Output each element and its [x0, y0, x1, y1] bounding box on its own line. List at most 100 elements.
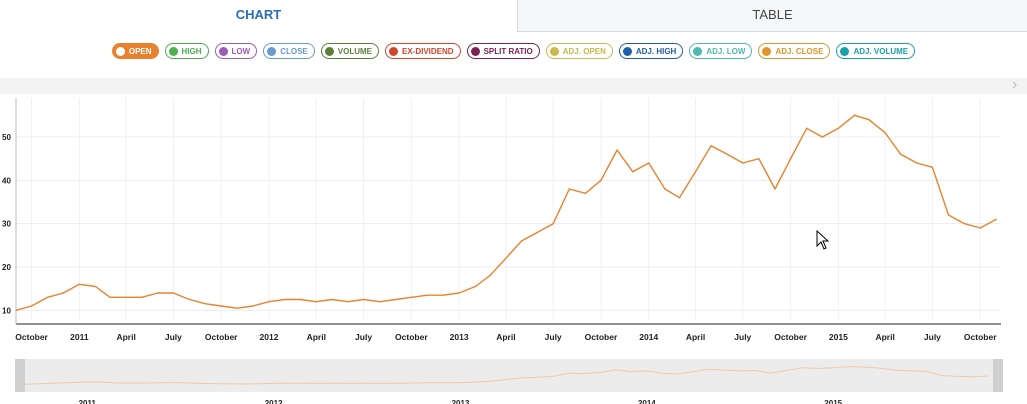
series-toggle-label: ADJ. HIGH [635, 46, 677, 56]
x-tick-label: July [545, 332, 562, 342]
open-price-point [758, 158, 760, 160]
series-color-dot-icon [168, 46, 178, 56]
x-tick-label: April [116, 332, 135, 342]
series-color-dot-icon [389, 46, 398, 56]
open-price-point [536, 231, 539, 233]
open-price-point [379, 301, 381, 303]
open-price-point [489, 275, 491, 277]
navigator-line [24, 366, 989, 385]
open-price-point [664, 188, 666, 190]
open-price-point [947, 214, 950, 216]
series-color-dot-icon [218, 46, 228, 56]
open-price-point [236, 307, 238, 309]
series-toggle-high[interactable]: HIGH [164, 43, 209, 59]
series-toggle-label: OPEN [128, 46, 152, 56]
open-price-point [742, 162, 744, 164]
open-price-point [552, 223, 554, 225]
series-toggle-label: VOLUME [337, 46, 372, 56]
series-color-dot-icon [762, 46, 772, 56]
series-toggle-label: HIGH [181, 46, 202, 56]
x-tick-label: July [924, 332, 941, 342]
open-price-point [299, 298, 301, 301]
series-toggle-label: ADJ. OPEN [562, 46, 606, 56]
x-tick-label: April [496, 332, 515, 342]
tab-table[interactable]: TABLE [517, 0, 1027, 32]
navigator-tick-label: 2011 [79, 399, 97, 404]
navigator-tick-label: 2012 [265, 399, 283, 404]
open-price-point [774, 188, 776, 190]
open-price-point [931, 166, 934, 168]
x-tick-label: October [585, 332, 618, 342]
x-tick-label: October [964, 332, 997, 342]
navigator-tick-label: 2015 [824, 399, 842, 404]
series-toggle-open[interactable]: OPEN [111, 43, 159, 59]
series-toggle-label: LOW [231, 46, 251, 56]
x-tick-label: April [686, 332, 705, 342]
open-price-point [458, 292, 460, 294]
x-tick-label: October [15, 332, 48, 342]
open-price-point [964, 223, 966, 225]
series-toggle-adj-high[interactable]: ADJ. HIGH [618, 43, 684, 59]
open-price-point [109, 296, 111, 298]
x-tick-label: 2014 [639, 332, 658, 342]
open-price-point [710, 145, 712, 147]
open-price-point [979, 227, 981, 229]
series-toggle-low[interactable]: LOW [214, 43, 258, 59]
series-toggle-split-ratio[interactable]: SPLIT RATIO [466, 43, 540, 59]
x-tick-label: July [734, 332, 751, 342]
series-color-dot-icon [470, 46, 480, 56]
open-price-point [837, 127, 839, 129]
navigator[interactable] [15, 359, 1003, 392]
open-price-point [868, 119, 870, 121]
series-color-dot-icon [693, 46, 703, 56]
series-color-dot-icon [115, 46, 125, 56]
open-price-point [900, 153, 902, 155]
series-toggle-adj-open[interactable]: ADJ. OPEN [545, 43, 613, 59]
series-toggle-volume[interactable]: VOLUME [320, 43, 379, 59]
tab-chart[interactable]: CHART [0, 0, 517, 32]
x-tick-label: October [205, 332, 238, 342]
series-color-dot-icon [840, 46, 850, 56]
open-price-point [995, 218, 997, 220]
series-toggle-adj-volume[interactable]: ADJ. VOLUME [836, 43, 916, 59]
open-price-point [172, 292, 175, 294]
series-toggle-adj-close[interactable]: ADJ. CLOSE [758, 43, 831, 59]
series-toggle-label: ADJ. VOLUME [853, 46, 909, 56]
tab-bar: CHART TABLE [0, 0, 1027, 32]
open-price-point [694, 171, 697, 173]
navigator-left-handle[interactable] [15, 359, 25, 392]
x-tick-label: 2015 [829, 332, 848, 342]
x-tick-label: April [307, 332, 326, 342]
open-price-point [600, 179, 602, 181]
series-color-dot-icon [549, 46, 559, 56]
series-toggle-close[interactable]: CLOSE [263, 43, 315, 59]
open-price-point [157, 292, 159, 294]
series-toggle-adj-low[interactable]: ADJ. LOW [689, 43, 753, 59]
open-price-point [884, 132, 886, 134]
open-price-point [616, 149, 618, 151]
open-price-point [331, 298, 333, 301]
x-tick-label: October [395, 332, 428, 342]
navigator-axis: 2011 2012 2013 2014 2015 [79, 399, 843, 404]
open-price-point [125, 296, 127, 298]
mouse-cursor-icon [816, 230, 830, 250]
open-price-point [47, 296, 49, 298]
x-tick-label: July [165, 332, 182, 342]
navigator-series [24, 366, 989, 385]
open-price-point [474, 285, 476, 288]
open-price-point [821, 136, 823, 138]
navigator-right-handle[interactable] [993, 359, 1003, 392]
open-price-point [362, 298, 365, 301]
open-price-point [853, 114, 856, 116]
chart-top-band [0, 78, 1027, 94]
y-tick-label: 20 [2, 263, 11, 272]
open-price-point [916, 162, 918, 164]
chevron-right-icon[interactable]: › [1012, 76, 1018, 93]
series-toggle-ex-dividend[interactable]: EX-DIVIDEND [385, 43, 461, 59]
series-toggle-label: ADJ. LOW [706, 46, 746, 56]
open-price-point [220, 305, 222, 307]
open-price-point [395, 298, 397, 301]
open-price-point [30, 305, 33, 307]
price-chart: 10 20 30 40 50 October 2011 April July October 201… [2, 98, 1001, 342]
open-price-point [315, 301, 317, 303]
